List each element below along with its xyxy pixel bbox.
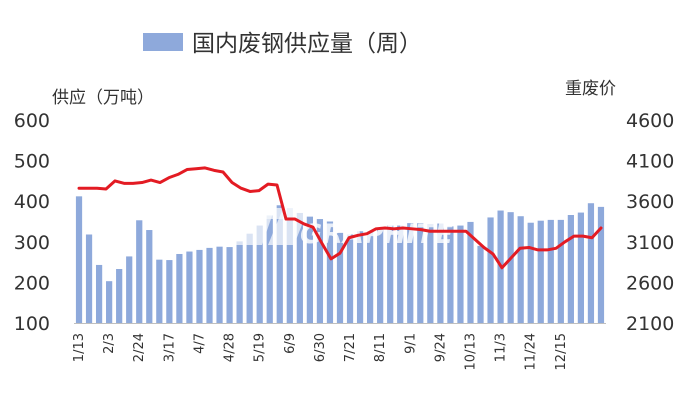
x-tick-label: 6/9 — [283, 333, 298, 354]
bar — [537, 220, 544, 323]
y-left-tick-label: 200 — [14, 272, 50, 294]
bar — [477, 245, 484, 323]
bar — [176, 253, 183, 323]
x-tick-label: 1/13 — [72, 333, 87, 362]
legend-swatch — [143, 33, 183, 51]
bar — [136, 220, 143, 323]
bar — [116, 269, 123, 323]
bar — [196, 249, 203, 323]
x-tick-label: 12/15 — [554, 333, 569, 370]
watermark-logo-icon — [232, 184, 318, 245]
x-tick-label: 6/30 — [313, 333, 328, 362]
bar — [597, 206, 605, 323]
bar — [487, 217, 494, 323]
x-tick-label: 2/24 — [132, 333, 147, 362]
bar — [507, 212, 514, 323]
bar — [316, 219, 324, 323]
x-tick-label: 11/24 — [524, 333, 539, 370]
bar — [587, 203, 595, 323]
x-tick-label: 7/21 — [343, 333, 358, 362]
bar — [226, 247, 233, 323]
axes: 600 500 400 300 200 100 4600 4100 3600 3100 2600 21… — [14, 110, 675, 370]
y-left-tick-label: 100 — [14, 313, 50, 335]
x-tick-label: 8/11 — [373, 333, 388, 362]
bar — [206, 247, 213, 323]
bar — [156, 259, 163, 323]
y-left-tick-label: 400 — [14, 191, 50, 213]
bar — [417, 223, 424, 323]
bar — [387, 225, 394, 323]
watermark: 聚兴碳素 GRAPHITE — [232, 176, 466, 250]
bar — [517, 216, 524, 323]
bar — [567, 215, 574, 323]
bar — [437, 223, 444, 323]
y-left-axis-title: 供应（万吨） — [52, 88, 154, 108]
bar — [85, 234, 93, 323]
bar — [186, 251, 193, 323]
bar — [367, 231, 374, 323]
y-left-tick-label: 300 — [14, 232, 50, 254]
y-right-axis-title: 重废价 — [565, 79, 616, 99]
y-right-tick-label: 4600 — [626, 110, 674, 132]
watermark-brand-text: GRAPHITE — [300, 219, 454, 250]
y-left-tick-label: 500 — [14, 151, 50, 173]
x-tick-label: 4/7 — [193, 333, 208, 354]
bar-series — [75, 196, 605, 323]
bar — [336, 232, 344, 323]
bar — [126, 256, 133, 323]
bar — [397, 225, 404, 323]
legend-label: 国内废钢供应量（周） — [192, 31, 422, 57]
watermark-logo-text: 聚兴碳素 — [353, 176, 466, 209]
y-right-tick-label: 2600 — [626, 272, 674, 294]
x-tick-label: 3/17 — [162, 333, 177, 362]
bar — [266, 215, 273, 323]
bar — [75, 196, 83, 323]
bar — [256, 225, 263, 323]
x-tick-label: 4/28 — [223, 333, 238, 362]
bar — [457, 225, 464, 323]
y-right-tick-label: 4100 — [626, 151, 674, 173]
bar — [216, 246, 223, 323]
bar — [467, 221, 474, 323]
bar — [547, 219, 554, 323]
x-tick-label: 2/3 — [102, 333, 117, 354]
y-right-tick-label: 3100 — [626, 232, 674, 254]
bar — [306, 216, 313, 323]
x-tick-label: 10/13 — [464, 333, 479, 370]
bar — [577, 212, 585, 323]
bar — [527, 222, 534, 323]
bar — [276, 205, 283, 323]
price-line — [77, 166, 603, 270]
bar — [296, 212, 303, 323]
y-right-tick-label: 3600 — [626, 191, 674, 213]
bar — [377, 227, 384, 323]
bar — [326, 221, 334, 323]
bar — [286, 208, 293, 323]
x-tick-label: 5/19 — [253, 333, 268, 362]
legend: 国内废钢供应量（周） — [143, 31, 422, 57]
bar — [407, 223, 414, 323]
bar — [346, 234, 354, 323]
bar — [557, 219, 564, 323]
y-right-tick-label: 2100 — [626, 313, 674, 335]
x-tick-label: 9/1 — [403, 333, 418, 354]
bar — [356, 231, 364, 323]
bar — [95, 264, 103, 323]
bar — [246, 233, 253, 323]
bar — [106, 281, 113, 323]
bar — [146, 230, 153, 323]
bar — [447, 226, 454, 323]
x-tick-label: 11/3 — [494, 333, 509, 362]
x-tick-label: 9/24 — [433, 333, 448, 362]
line-series — [77, 166, 603, 270]
bar — [427, 223, 434, 323]
bar — [236, 241, 243, 323]
y-left-tick-label: 600 — [14, 110, 50, 132]
bar — [166, 260, 173, 323]
